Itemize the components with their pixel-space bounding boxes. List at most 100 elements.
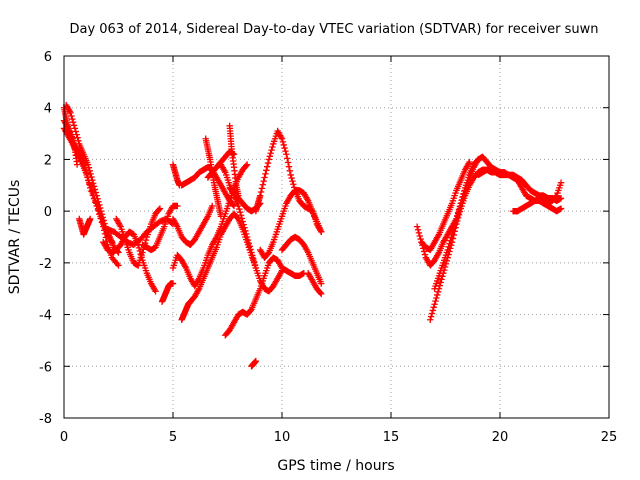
data-point [139,249,146,256]
data-point [318,290,325,298]
data-point [434,288,442,296]
data-point [237,212,245,219]
data-point [317,289,324,297]
series-arc-i [134,205,164,269]
data-point [557,205,565,212]
data-point [243,162,250,169]
data-point [430,304,437,311]
data-point [243,233,251,241]
data-point [268,146,275,154]
data-point [94,195,101,202]
data-point [432,297,439,305]
data-point [236,208,244,216]
series-arc-q [187,210,260,305]
series-arc-ab [304,270,325,298]
data-point [242,227,249,234]
data-point [74,134,81,141]
data-point [286,167,294,175]
data-point [135,244,143,252]
data-point [251,261,259,269]
data-point [557,195,565,202]
data-point [73,161,81,168]
data-point [454,212,461,219]
series-arc-ah [509,197,565,215]
y-tick-label: 4 [44,102,52,117]
data-point [267,150,274,157]
data-point [446,240,453,247]
data-point [284,159,292,166]
data-point [417,235,424,243]
x-axis-label: GPS time / hours [277,458,394,474]
data-point [460,190,467,198]
data-point [318,280,325,287]
data-point [84,161,92,168]
data-point [72,128,79,135]
series-arc-k [158,280,177,305]
data-point [86,215,94,223]
data-point [459,193,466,201]
data-point [451,221,458,229]
data-point [283,151,290,158]
data-point [243,161,251,168]
data-point [68,112,75,120]
series-arc-z [257,187,325,261]
y-tick-label: 0 [44,205,52,220]
series-arc-af [431,153,565,292]
data-point [209,202,216,210]
series-arc-aa [278,233,325,287]
data-point [318,228,325,236]
data-point [421,251,429,258]
data-point [444,246,451,254]
data-point [552,193,560,200]
data-point [259,181,267,188]
data-point [428,310,436,317]
series-arc-ad [418,158,473,254]
data-point [85,164,93,171]
data-point [456,203,464,210]
data-point [101,220,108,227]
data-point [73,131,80,138]
data-point [87,170,94,178]
data-point [241,224,248,231]
data-point [427,316,434,323]
data-point [438,276,445,283]
data-point [71,125,79,132]
y-tick-label: -8 [39,412,52,427]
data-point [92,189,100,196]
data-point [156,205,164,212]
data-point [174,202,181,210]
data-point [448,231,456,238]
y-tick-label: -6 [39,360,52,375]
data-point [450,225,457,232]
data-point [431,301,438,308]
x-tick-label: 10 [274,430,291,445]
data-point [447,237,454,244]
data-point [416,232,423,240]
data-point [265,156,273,163]
data-point [285,163,293,170]
x-tick-label: 0 [60,430,68,445]
data-point [239,218,246,225]
data-point [437,279,444,286]
data-point [95,198,102,206]
data-point [263,163,271,170]
data-point [453,215,460,223]
data-point [454,209,462,216]
data-point [93,192,100,199]
data-point [249,252,256,259]
tick-labels: 0 5 10 15 20 25 -8 -6 -4 -2 0 2 4 6 [39,50,617,445]
plot-frame [63,55,610,419]
data-point [266,153,273,160]
data-point [152,288,159,295]
data-point [155,206,163,213]
data-point [69,115,76,123]
data-point [90,183,98,190]
data-point [70,122,78,129]
x-tick-label: 25 [601,430,618,445]
data-point [96,201,103,209]
y-tick-label: -4 [39,309,52,324]
series-arc-e [76,215,94,238]
data-point [429,307,437,314]
data-point [466,158,473,166]
